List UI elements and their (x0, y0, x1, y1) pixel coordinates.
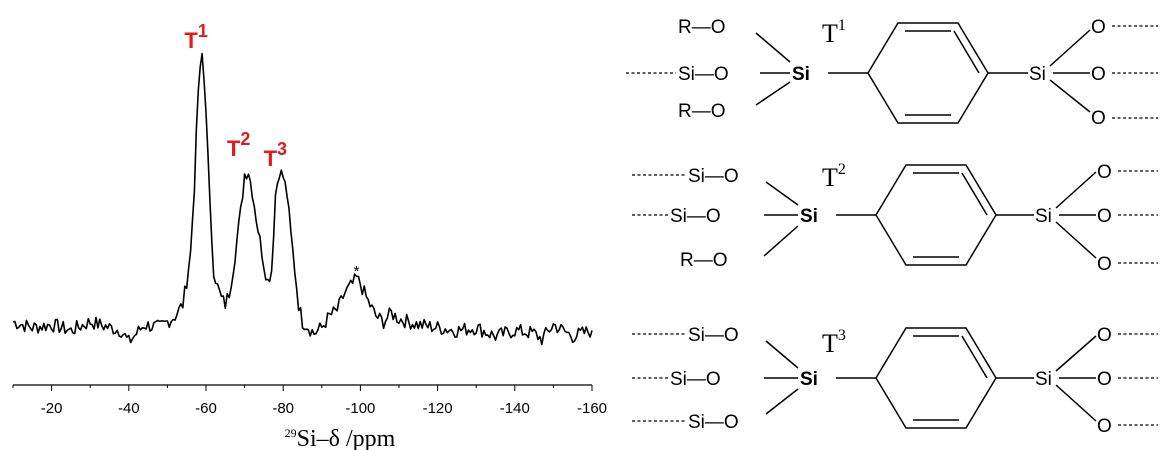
t1-benzene-ring (867, 22, 989, 124)
x-axis-label: 29Si–δ /ppm (285, 426, 396, 450)
x-tick-label: -140 (500, 400, 530, 417)
t2-label: T2 (822, 161, 846, 192)
t3-label: T3 (822, 327, 846, 358)
peak-labels: T1 T2 T3 (184, 21, 287, 171)
x-tick-label: -100 (345, 400, 375, 417)
t2-o-right-1: O (1097, 162, 1112, 183)
t2-right-si: Si (1035, 206, 1052, 227)
t1-right-si: Si (1029, 64, 1046, 85)
peak-label-t2: T2 (227, 129, 250, 161)
spinning-sideband-asterisk: * (354, 263, 360, 280)
structure-t3: Si—O Si—O Si—O Si T3 Si O O O (632, 325, 1158, 437)
t2-central-si: Si (800, 206, 818, 227)
peak-label-t1: T1 (184, 21, 207, 53)
t3-sub-3: Si—O (688, 412, 739, 433)
x-axis-tick-labels: -20 -40 -60 -80 -100 -120 -140 -160 (41, 400, 607, 417)
x-tick-label: -40 (118, 400, 140, 417)
x-axis-label-isotope: 29 (285, 426, 297, 440)
t1-sub-3: R—O (678, 101, 726, 122)
t3-benzene-ring (875, 327, 997, 429)
t1-o-right-2: O (1091, 64, 1106, 85)
t1-o-right-1: O (1091, 17, 1106, 38)
t3-central-si: Si (800, 369, 818, 390)
x-axis-ticks (12, 385, 593, 391)
peak-label-t3: T3 (264, 139, 287, 171)
t1-label: T1 (822, 17, 846, 48)
t3-o-right-3: O (1097, 416, 1112, 437)
t1-sub-2: Si—O (678, 64, 729, 85)
x-tick-label: -60 (195, 400, 217, 417)
t3-o-right-2: O (1097, 369, 1112, 390)
t2-sub-1: Si—O (688, 166, 739, 187)
nmr-spectrum-chart: -20 -40 -60 -80 -100 -120 -140 -160 T1 T2 T3 * 29… (12, 21, 607, 450)
t2-sub-3: R—O (680, 250, 728, 271)
x-tick-label: -80 (272, 400, 294, 417)
t3-right-si: Si (1035, 369, 1052, 390)
x-axis-label-text: Si–δ /ppm (297, 426, 396, 450)
t1-central-si: Si (792, 64, 810, 85)
x-tick-label: -160 (577, 400, 607, 417)
structure-t1: R—O Si—O R—O Si T1 Si O O O (626, 17, 1158, 129)
t2-sub-2: Si—O (670, 206, 721, 227)
t3-sub-2: Si—O (670, 369, 721, 390)
t2-benzene-ring (875, 164, 997, 266)
t3-sub-1: Si—O (688, 325, 739, 346)
t3-o-right-1: O (1097, 325, 1112, 346)
spectrum-series-line (12, 52, 593, 346)
t1-o-right-3: O (1091, 108, 1106, 129)
t1-sub-1: R—O (678, 17, 726, 38)
x-tick-label: -20 (41, 400, 63, 417)
t2-o-right-3: O (1097, 254, 1112, 275)
structure-t2: Si—O Si—O R—O Si T2 Si O O O (632, 161, 1158, 275)
x-tick-label: -120 (423, 400, 453, 417)
t2-o-right-2: O (1097, 206, 1112, 227)
